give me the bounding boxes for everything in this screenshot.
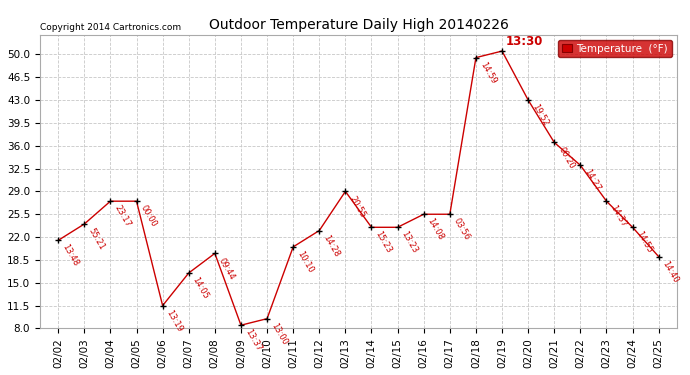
Text: 14:59: 14:59 (478, 60, 497, 85)
Text: 13:23: 13:23 (400, 230, 420, 255)
Title: Outdoor Temperature Daily High 20140226: Outdoor Temperature Daily High 20140226 (208, 18, 509, 32)
Text: 14:55: 14:55 (635, 230, 654, 255)
Text: Copyright 2014 Cartronics.com: Copyright 2014 Cartronics.com (40, 23, 181, 32)
Text: 13:00: 13:00 (269, 321, 289, 346)
Text: 14:05: 14:05 (191, 276, 210, 301)
Text: 10:10: 10:10 (295, 249, 315, 274)
Text: 00:00: 00:00 (139, 204, 158, 229)
Text: 13:30: 13:30 (506, 35, 543, 48)
Text: 13:19: 13:19 (165, 308, 184, 333)
Text: 13:48: 13:48 (60, 243, 80, 268)
Text: 00:20: 00:20 (556, 145, 576, 170)
Text: 03:56: 03:56 (452, 217, 472, 242)
Legend: Temperature  (°F): Temperature (°F) (558, 40, 672, 57)
Text: 14:40: 14:40 (661, 259, 680, 284)
Text: 19:52: 19:52 (530, 103, 550, 128)
Text: 15:23: 15:23 (373, 230, 393, 255)
Text: 14:37: 14:37 (609, 204, 629, 229)
Text: 20:55: 20:55 (348, 194, 367, 219)
Text: 23:17: 23:17 (112, 204, 132, 229)
Text: 09:44: 09:44 (217, 256, 237, 281)
Text: 13:37: 13:37 (243, 328, 263, 353)
Text: 55:21: 55:21 (86, 226, 106, 252)
Text: 14:28: 14:28 (322, 233, 341, 258)
Text: 14:27: 14:27 (582, 168, 602, 193)
Text: 14:08: 14:08 (426, 217, 446, 242)
